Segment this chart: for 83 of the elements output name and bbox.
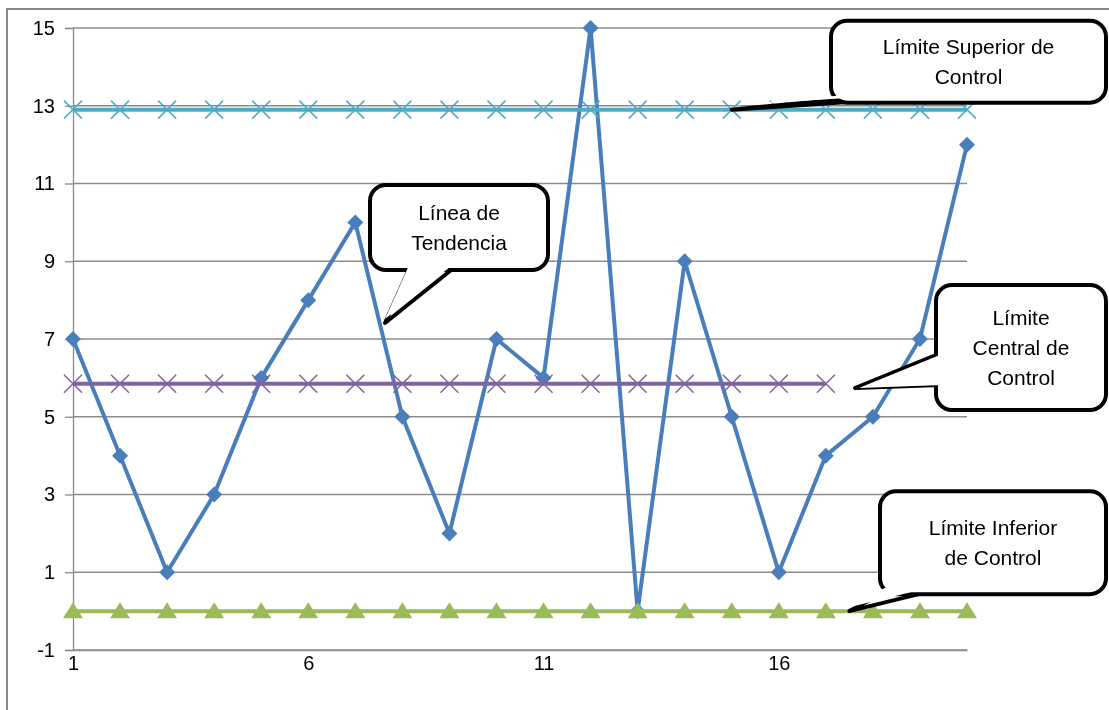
point <box>815 602 836 619</box>
point <box>770 564 787 581</box>
point <box>63 602 83 619</box>
point <box>204 373 224 394</box>
point <box>721 373 742 394</box>
point <box>911 331 928 347</box>
point <box>392 602 413 619</box>
point <box>298 99 319 120</box>
point <box>486 373 507 394</box>
point <box>674 99 695 120</box>
point <box>251 602 272 619</box>
point <box>957 602 977 619</box>
point <box>674 373 695 394</box>
point <box>580 373 601 394</box>
point <box>394 408 411 425</box>
point <box>721 602 742 619</box>
point <box>157 602 178 619</box>
point <box>533 602 554 619</box>
point <box>533 99 554 120</box>
y-tick-label: 15 <box>32 16 55 39</box>
point <box>345 602 366 619</box>
y-tick-label: -1 <box>37 638 55 661</box>
point <box>533 373 554 394</box>
point <box>488 331 505 347</box>
point <box>157 99 177 120</box>
point <box>251 99 271 120</box>
point <box>580 99 601 120</box>
y-tick-label: 1 <box>43 561 55 584</box>
point <box>674 602 695 619</box>
point <box>864 408 881 425</box>
point <box>110 373 130 394</box>
y-tick-label: 5 <box>43 405 55 428</box>
point <box>959 136 975 153</box>
point <box>721 99 742 120</box>
point <box>204 602 225 619</box>
point <box>251 373 271 394</box>
point <box>112 447 129 464</box>
point <box>206 486 223 503</box>
point <box>298 373 319 394</box>
point <box>63 373 83 394</box>
point <box>582 20 599 36</box>
point <box>768 602 789 619</box>
point <box>769 373 789 394</box>
y-tick-label: 7 <box>43 327 55 350</box>
y-tick-label: 13 <box>32 94 55 117</box>
point <box>816 373 836 394</box>
point <box>392 99 413 120</box>
y-tick-label: 11 <box>34 172 55 195</box>
point <box>157 373 177 394</box>
point <box>817 447 834 464</box>
x-tick-label: 6 <box>303 652 315 675</box>
point <box>769 99 789 120</box>
point <box>298 602 319 619</box>
point <box>439 602 460 619</box>
point <box>392 373 413 394</box>
point <box>627 99 648 120</box>
point <box>627 373 648 394</box>
point <box>909 602 930 619</box>
y-tick-label: 3 <box>43 483 55 506</box>
point <box>159 564 176 581</box>
point <box>439 373 460 394</box>
point <box>441 525 458 542</box>
point <box>110 99 130 120</box>
x-tick-label: 11 <box>533 652 555 675</box>
point <box>204 99 224 120</box>
text: Límite Central de Control <box>972 305 1070 389</box>
annotation: Límite Inferior de Control <box>928 515 1058 569</box>
point <box>110 602 131 619</box>
annotation: Línea de Tendencia <box>411 200 508 254</box>
point <box>345 373 366 394</box>
point <box>580 602 601 619</box>
point <box>63 99 83 120</box>
point <box>300 292 317 309</box>
point <box>345 99 366 120</box>
point <box>347 214 364 231</box>
annotation: Límite Superior de Control <box>882 34 1055 88</box>
point <box>486 602 507 619</box>
point <box>723 408 740 425</box>
x-tick-label: 1 <box>67 652 80 675</box>
point <box>439 99 460 120</box>
x-tick-label: 16 <box>768 652 791 675</box>
point <box>486 99 507 120</box>
y-tick-label: 9 <box>43 250 55 273</box>
